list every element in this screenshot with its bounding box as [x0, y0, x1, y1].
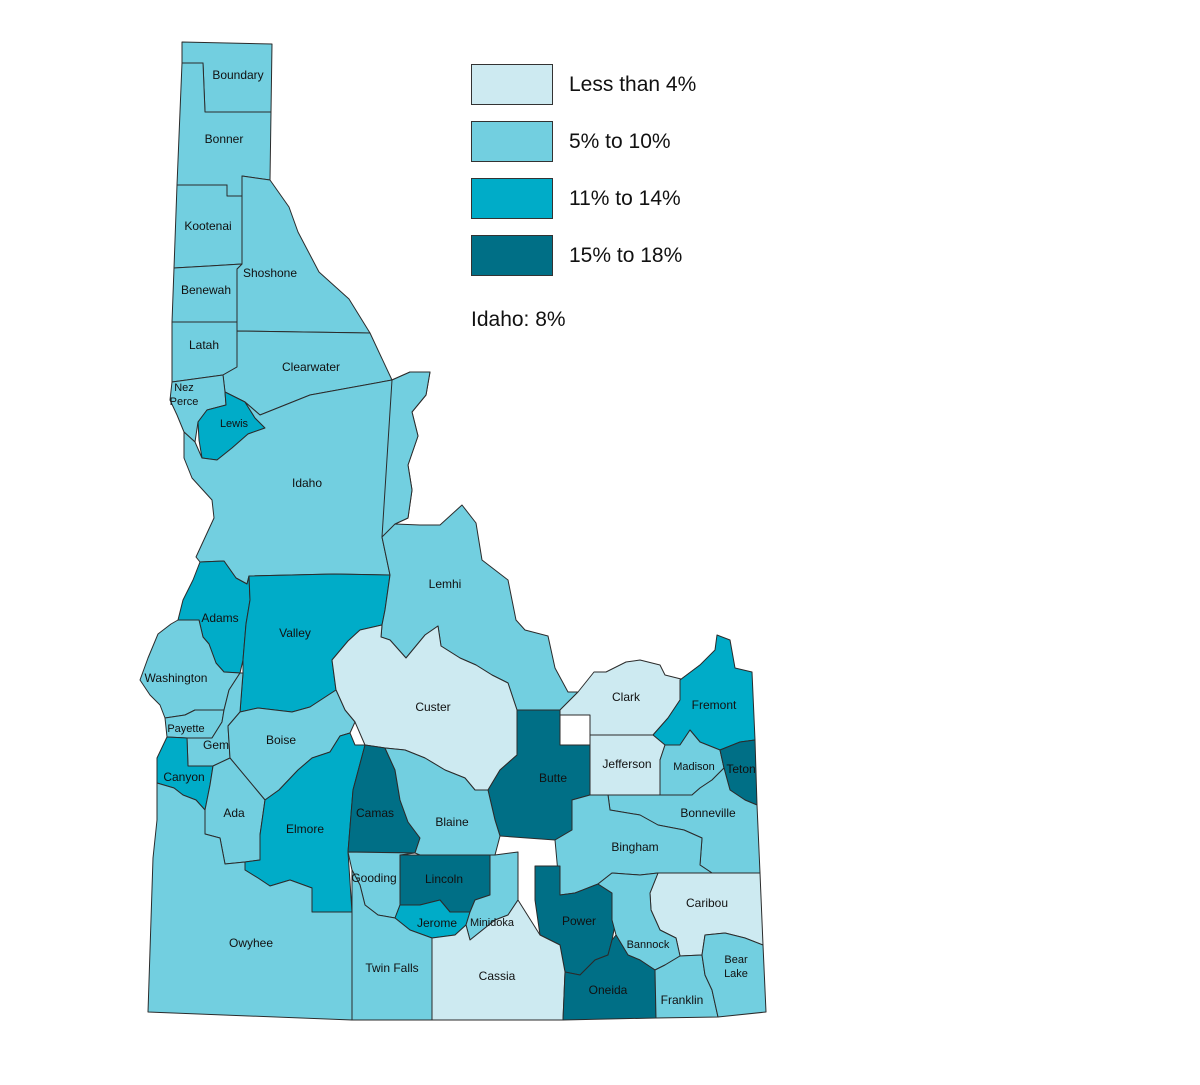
county-label-franklin: Franklin [661, 993, 704, 1007]
county-label-payette: Payette [167, 723, 204, 735]
county-blaine [384, 747, 501, 856]
county-label-madison: Madison [673, 761, 715, 773]
county-shoshone [236, 175, 371, 334]
county-label-bear-lake: Bear Lake [724, 954, 748, 980]
county-label-power: Power [562, 914, 596, 928]
county-label-custer: Custer [415, 700, 450, 714]
legend-item-15-to-18: 15% to 18% [471, 235, 682, 276]
legend-swatch [471, 178, 553, 219]
county-label-bingham: Bingham [611, 840, 658, 854]
county-oneida [562, 934, 657, 1021]
county-label-clearwater: Clearwater [282, 360, 340, 374]
legend-item-less-than-4: Less than 4% [471, 64, 696, 105]
county-bear-lake [701, 932, 767, 1018]
county-label-blaine: Blaine [435, 815, 469, 829]
legend-swatch [471, 64, 553, 105]
county-label-fremont: Fremont [692, 698, 737, 712]
county-label-lewis: Lewis [220, 418, 249, 430]
county-label-idaho: Idaho [292, 476, 322, 490]
county-label-kootenai: Kootenai [184, 219, 231, 233]
county-label-clark: Clark [612, 690, 641, 704]
legend-label: 11% to 14% [569, 186, 681, 210]
county-label-benewah: Benewah [181, 283, 231, 297]
legend-swatch [471, 121, 553, 162]
legend-label: Less than 4% [569, 72, 697, 96]
legend-label: 15% to 18% [569, 243, 683, 267]
county-label-owyhee: Owyhee [229, 936, 273, 950]
county-label-lincoln: Lincoln [425, 872, 463, 886]
county-twin-falls [351, 869, 433, 1021]
county-label-shoshone: Shoshone [243, 266, 297, 280]
county-label-elmore: Elmore [286, 822, 324, 836]
legend-label: 5% to 10% [569, 129, 671, 153]
county-label-gooding: Gooding [351, 871, 396, 885]
state-average-label: Idaho: 8% [471, 308, 566, 331]
county-label-caribou: Caribou [686, 896, 728, 910]
county-label-jerome: Jerome [417, 916, 457, 930]
county-owyhee [147, 782, 353, 1021]
county-label-bannock: Bannock [627, 939, 670, 951]
county-label-oneida: Oneida [589, 983, 628, 997]
county-label-bonner: Bonner [205, 132, 244, 146]
county-label-gem: Gem [203, 738, 229, 752]
county-label-canyon: Canyon [163, 770, 204, 784]
county-label-twin-falls: Twin Falls [365, 961, 418, 975]
county-label-cassia: Cassia [479, 969, 516, 983]
county-label-teton: Teton [726, 762, 755, 776]
county-label-boise: Boise [266, 733, 296, 747]
county-label-jefferson: Jefferson [602, 757, 651, 771]
county-label-bonneville: Bonneville [680, 806, 736, 820]
county-label-nez-perce: Nez Perce [170, 382, 199, 408]
legend-swatch [471, 235, 553, 276]
county-label-boundary: Boundary [212, 68, 263, 82]
county-label-latah: Latah [189, 338, 219, 352]
legend-item-5-to-10: 5% to 10% [471, 121, 671, 162]
legend-item-11-to-14: 11% to 14% [471, 178, 681, 219]
county-label-adams: Adams [201, 611, 238, 625]
county-label-butte: Butte [539, 771, 567, 785]
county-label-washington: Washington [145, 671, 208, 685]
county-label-lemhi: Lemhi [429, 577, 462, 591]
county-label-minidoka: Minidoka [470, 917, 515, 929]
county-label-valley: Valley [279, 626, 311, 640]
county-label-camas: Camas [356, 806, 394, 820]
county-label-ada: Ada [223, 806, 245, 820]
